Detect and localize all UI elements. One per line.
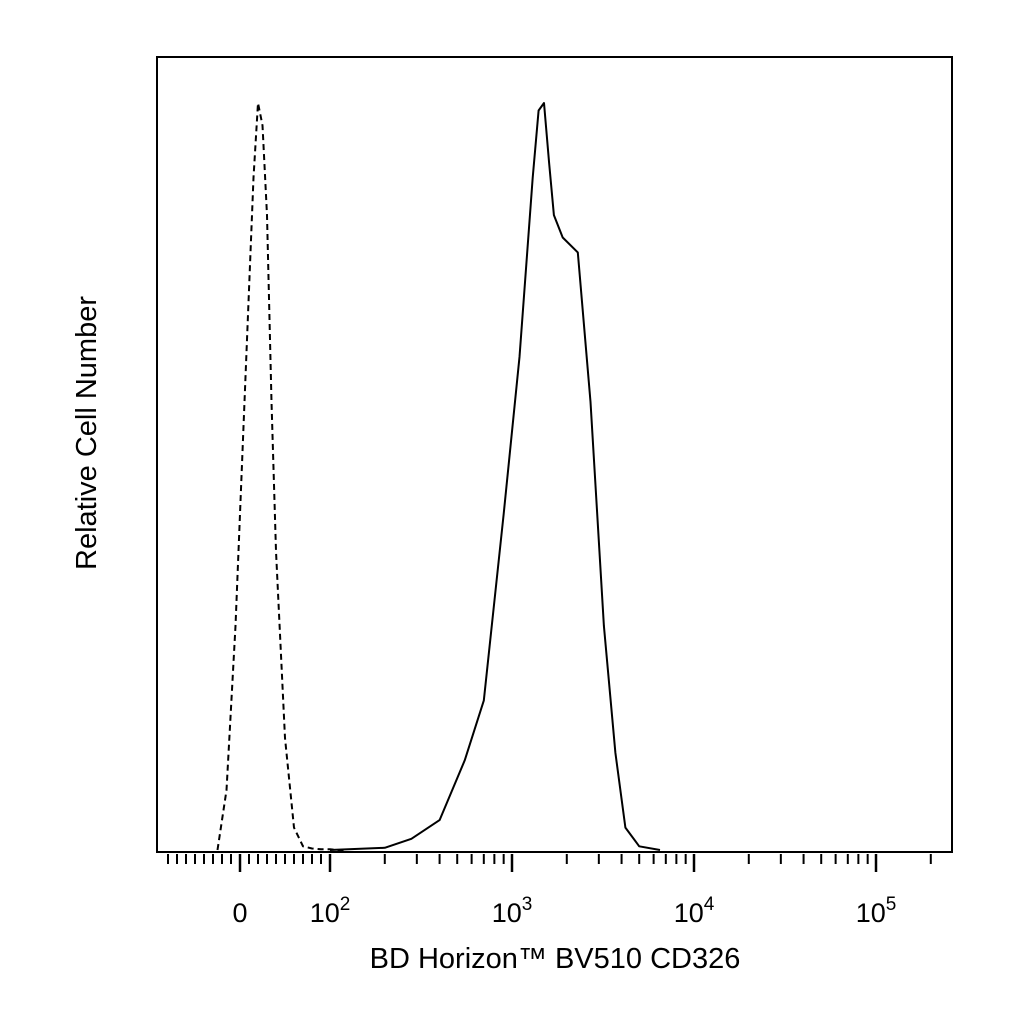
x-axis-major-ticks	[238, 854, 878, 872]
x-axis-minor-ticks	[167, 854, 932, 864]
x-tick-label: 105	[856, 894, 897, 928]
x-axis-tick-labels: 0 102 103 104 105	[232, 894, 896, 928]
x-tick-label: 103	[492, 894, 533, 928]
x-tick-label: 104	[674, 894, 715, 928]
series-layer	[216, 102, 661, 851]
stained-histogram-line	[329, 102, 661, 851]
x-axis-label: BD Horizon™ BV510 CD326	[370, 943, 741, 975]
control-histogram-line	[216, 102, 345, 851]
x-tick-label: 0	[232, 898, 247, 928]
x-tick-label: 102	[310, 894, 351, 928]
y-axis-label: Relative Cell Number	[71, 296, 103, 570]
plot-frame	[156, 56, 953, 853]
